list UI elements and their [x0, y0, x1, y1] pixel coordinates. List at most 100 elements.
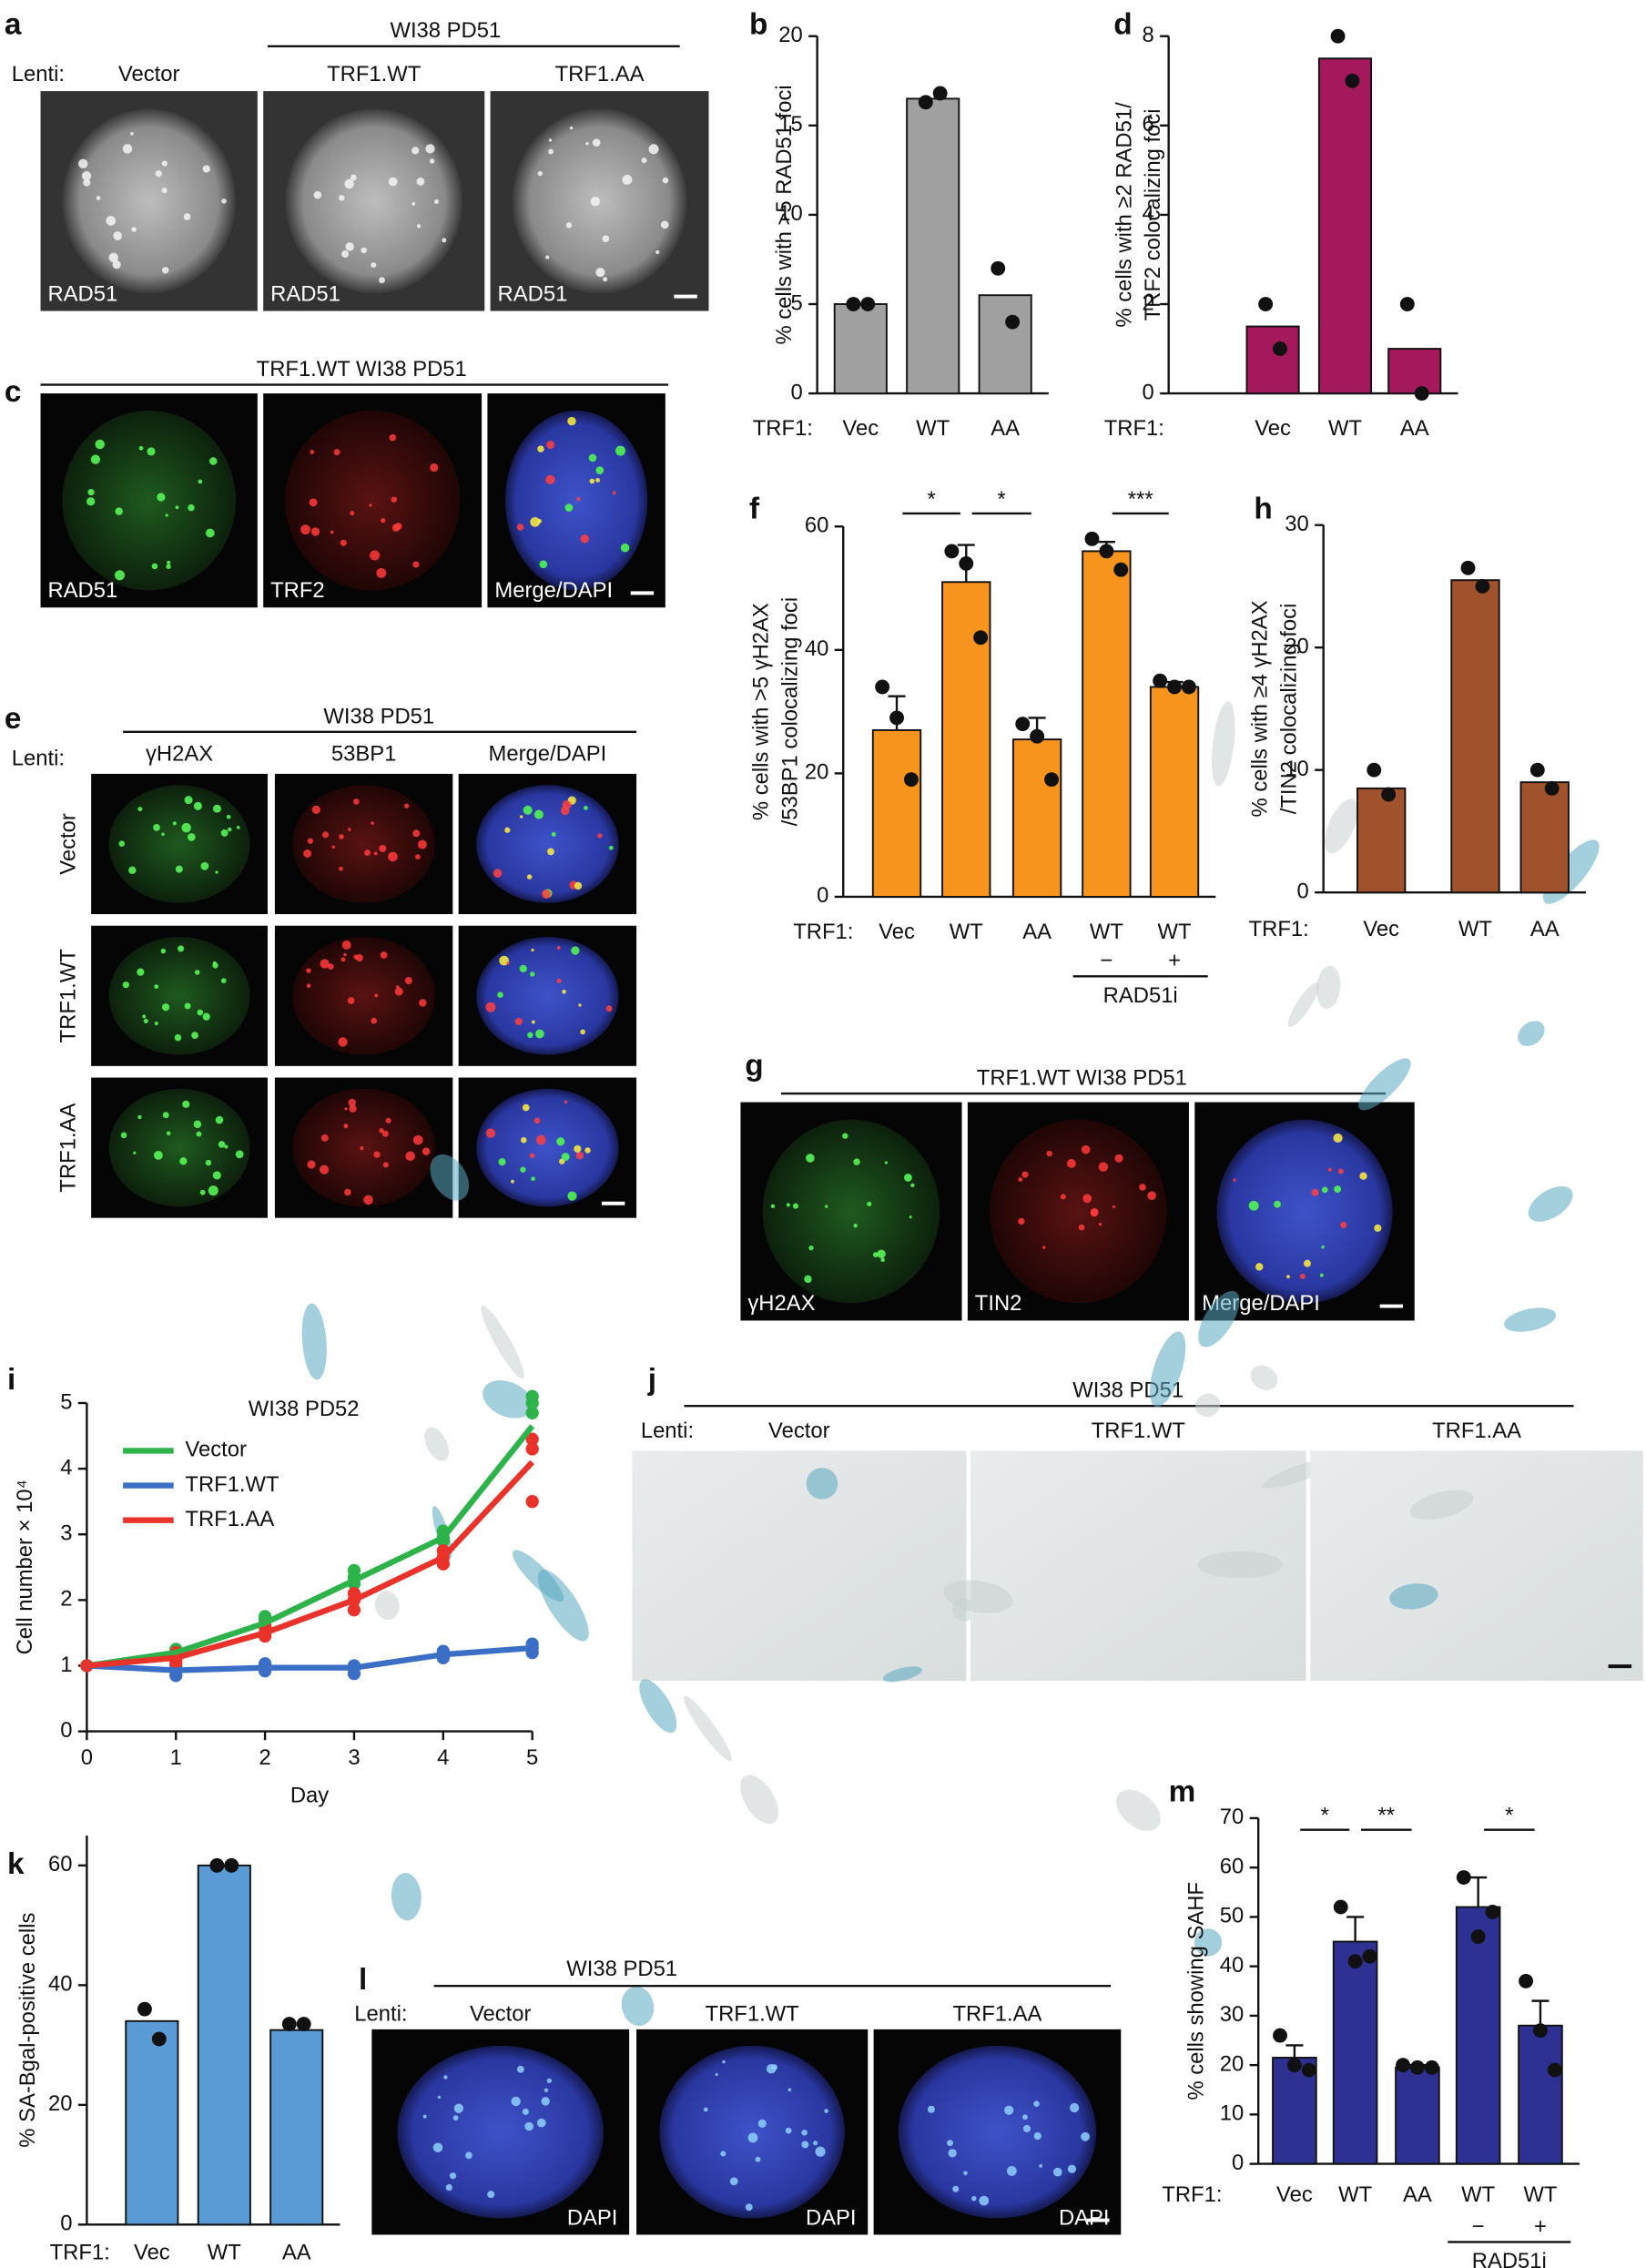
focus	[115, 507, 123, 515]
data-point	[281, 2017, 297, 2032]
y-axis-label: % SA-Bgal-positive cells	[15, 1913, 40, 2148]
bar	[1011, 738, 1062, 898]
x-tick-label: Vec	[1363, 917, 1399, 941]
data-point	[1485, 1905, 1500, 1919]
data-point	[903, 772, 919, 788]
focus	[815, 2146, 826, 2157]
focus	[595, 267, 605, 278]
focus	[853, 1158, 860, 1165]
focus	[771, 2064, 777, 2070]
focus	[320, 959, 330, 969]
focus	[313, 190, 322, 199]
panel-letter: j	[647, 1363, 656, 1397]
focus	[533, 1117, 541, 1124]
focus	[137, 807, 143, 812]
focus	[574, 1144, 582, 1153]
focus	[786, 1203, 791, 1207]
focus	[360, 1145, 364, 1151]
channel-label: RAD51	[47, 578, 117, 603]
x-tick-label: AA	[1530, 917, 1560, 941]
focus	[948, 2149, 957, 2158]
focus	[511, 1179, 514, 1184]
focus	[128, 866, 137, 875]
data-point	[1301, 2062, 1316, 2078]
focus	[380, 951, 388, 959]
cell	[1528, 1185, 1573, 1222]
focus	[166, 1131, 171, 1136]
focus	[236, 826, 240, 829]
focus	[1070, 2102, 1080, 2113]
cell	[1116, 1789, 1161, 1831]
focus	[162, 1112, 169, 1119]
focus	[519, 964, 527, 972]
focus	[143, 1018, 148, 1023]
focus	[310, 450, 315, 454]
focus	[574, 881, 583, 890]
bar	[1245, 325, 1300, 395]
significance-label: *	[1321, 1804, 1329, 1828]
group-sign: −	[1472, 2214, 1485, 2239]
data-point	[1347, 1954, 1363, 1969]
focus	[388, 177, 398, 187]
focus	[96, 196, 101, 200]
focus	[648, 144, 659, 155]
channel-label: DAPI	[806, 2205, 857, 2230]
data-point	[1084, 531, 1100, 546]
focus	[215, 870, 218, 874]
x-tick-label: WT	[950, 920, 983, 944]
nucleus	[292, 1088, 435, 1207]
data-point	[1330, 28, 1346, 44]
focus	[339, 195, 345, 201]
focus	[531, 948, 534, 952]
focus	[516, 524, 524, 531]
focus	[341, 941, 351, 950]
focus	[300, 524, 310, 535]
data-point	[991, 260, 1006, 276]
focus	[371, 821, 374, 825]
focus	[165, 514, 168, 517]
focus	[122, 144, 133, 154]
focus	[376, 567, 387, 578]
focus	[530, 971, 535, 977]
focus	[516, 2065, 524, 2073]
focus	[535, 1029, 544, 1039]
focus	[1303, 1259, 1311, 1267]
focus	[1340, 1221, 1347, 1229]
focus	[333, 449, 340, 456]
focus	[602, 235, 610, 242]
data-point	[1533, 2023, 1548, 2039]
focus	[520, 1166, 526, 1173]
focus	[1359, 1172, 1367, 1180]
focus	[537, 171, 543, 177]
panel-header: TRF1.WT WI38 PD51	[977, 1065, 1187, 1090]
focus	[188, 833, 196, 841]
focus	[548, 138, 553, 142]
x-tick-label: Vec	[1276, 2182, 1313, 2207]
focus	[373, 1151, 381, 1158]
focus	[567, 1191, 577, 1201]
focus	[389, 433, 397, 442]
focus	[485, 1002, 496, 1012]
x-prefix: TRF1:	[793, 920, 853, 944]
x-tick-label: 1	[170, 1745, 182, 1770]
cell	[1518, 1021, 1545, 1046]
focus	[715, 2072, 718, 2077]
focus	[235, 1150, 244, 1159]
focus	[417, 839, 427, 849]
y-tick-label: 0	[60, 1718, 72, 1743]
focus	[608, 845, 614, 850]
bar	[1332, 1940, 1378, 2165]
focus	[412, 829, 421, 838]
y-tick-label: 6	[1143, 112, 1154, 137]
y-tick-label: 15	[778, 112, 803, 137]
panel-header: WI38 PD51	[390, 18, 501, 43]
focus	[1098, 1222, 1102, 1226]
bar	[978, 294, 1032, 395]
data-point	[525, 1432, 539, 1446]
focus	[382, 1162, 389, 1168]
focus	[343, 952, 347, 957]
data-point	[296, 2017, 311, 2032]
focus	[422, 2114, 427, 2119]
column-label: Vector	[768, 1419, 830, 1443]
